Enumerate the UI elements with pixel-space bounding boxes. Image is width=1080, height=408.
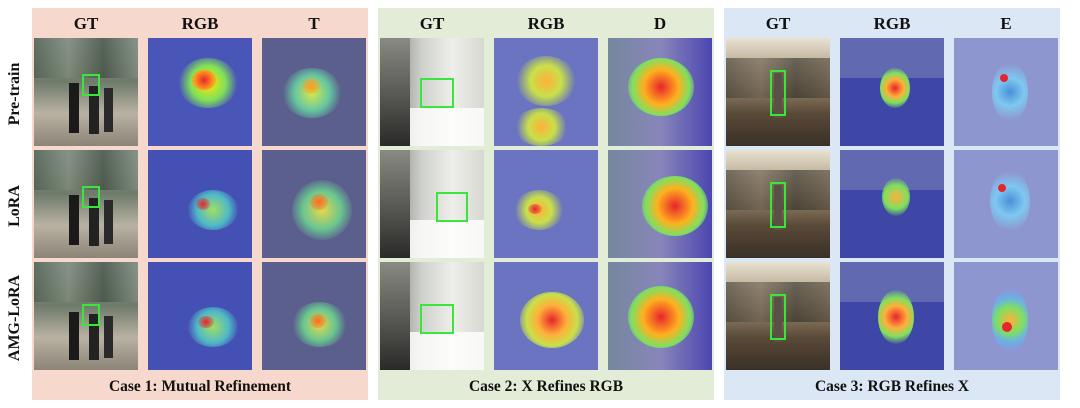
ground-truth-box [436,192,468,222]
e-heatmap [954,262,1058,370]
rgb-heatmap [840,38,944,146]
col-header-d: D [653,14,667,33]
row-label-pretrain: Pre-train [6,62,23,126]
e-heatmap [954,38,1058,146]
gt-image-pedestrians [34,262,138,370]
ground-truth-box [82,74,100,96]
d-heatmap [608,38,712,146]
group-caption: Case 1: Mutual Refinement [108,378,292,395]
rgb-heatmap [148,38,252,146]
rgb-heatmap [494,38,598,146]
row-label-lora: LoRA [6,185,23,227]
gt-image-outdoor [726,38,830,146]
col-header-gt: GT [73,14,99,33]
gt-image-outdoor [726,150,830,258]
group-case-1: GT RGB T [32,8,368,400]
t-heatmap [262,262,366,370]
rgb-heatmap [840,262,944,370]
t-heatmap [262,38,366,146]
rgb-heatmap [148,262,252,370]
rgb-heatmap [494,262,598,370]
ground-truth-box [770,294,786,340]
col-header-rgb: RGB [527,14,565,33]
gt-image-indoor [380,38,484,146]
group-caption: Case 2: X Refines RGB [468,378,624,395]
col-header-e: E [1000,14,1012,33]
col-header-t: T [308,14,320,33]
col-header-rgb: RGB [873,14,911,33]
row-label-amg-lora: AMG-LoRA [6,274,23,362]
e-heatmap [954,150,1058,258]
gt-image-pedestrians [34,38,138,146]
d-heatmap [608,262,712,370]
ground-truth-box [82,186,100,208]
ground-truth-box [82,304,100,326]
ground-truth-box [420,304,454,334]
ground-truth-box [770,182,786,228]
group-case-2: GT RGB D Case 2: X Refines [378,8,714,400]
gt-image-indoor [380,150,484,258]
gt-image-pedestrians [34,150,138,258]
gt-image-indoor [380,262,484,370]
rgb-heatmap [148,150,252,258]
t-heatmap [262,150,366,258]
ground-truth-box [770,70,786,116]
rgb-heatmap [840,150,944,258]
d-heatmap [608,150,712,258]
ground-truth-box [420,78,454,108]
group-case-3: GT RGB E Case 3: RGB R [724,8,1060,400]
group-caption: Case 3: RGB Refines X [814,378,970,395]
col-header-gt: GT [765,14,791,33]
col-header-rgb: RGB [181,14,219,33]
rgb-heatmap [494,150,598,258]
col-header-gt: GT [419,14,445,33]
gt-image-outdoor [726,262,830,370]
